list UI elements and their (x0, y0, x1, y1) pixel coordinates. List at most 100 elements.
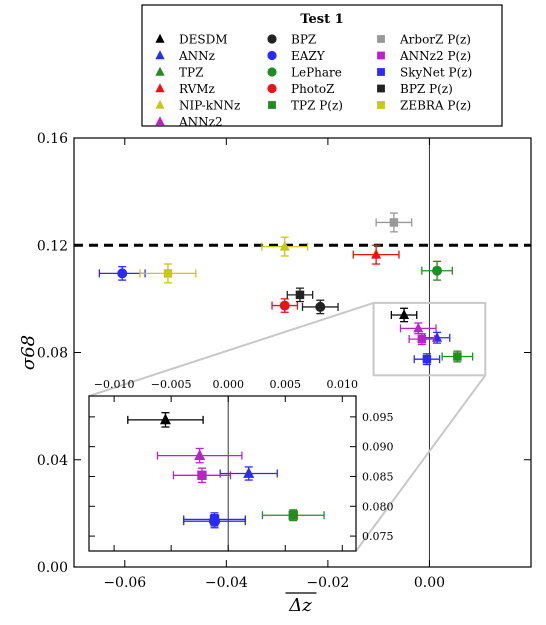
data-point (261, 236, 309, 257)
data-point (408, 333, 436, 346)
y-axis-label: σ68 (18, 335, 39, 370)
inset-x-tick-label: −0.005 (151, 378, 192, 391)
point-marker (389, 218, 399, 227)
y-tick-label: 0.00 (37, 560, 68, 576)
inset-y-tick-label: 0.085 (362, 470, 394, 483)
legend-entry-label: TPZ (179, 66, 203, 80)
point-marker (295, 290, 305, 300)
inset-x-tick-label: 0.010 (327, 378, 359, 391)
legend-marker (267, 83, 277, 94)
inset-x-tick-label: −0.010 (94, 378, 135, 391)
legend-entry-label: ANNz2 (178, 115, 223, 129)
inset-axes-frame (88, 395, 357, 552)
legend-entry-label: ANNz2 P(z) (399, 49, 471, 63)
main-plot: −0.06 −0.04 −0.02 0.00 0.00 0.04 0.08 0.12 0.16 Δ… (18, 131, 532, 616)
legend-marker (377, 35, 385, 43)
point-marker (209, 515, 221, 527)
inset-y-tick-label: 0.090 (362, 441, 394, 454)
point-marker (417, 334, 427, 344)
zoom-region-box (372, 301, 487, 377)
point-marker (194, 449, 206, 461)
point-marker (432, 332, 443, 342)
legend-marker (155, 33, 165, 43)
data-point (413, 353, 441, 366)
legend-entry-label: RVMz (179, 82, 215, 96)
legend-entry-label: PhotoZ (291, 82, 334, 96)
inset-data-point (219, 466, 278, 481)
legend-entry-label: LePhare (291, 66, 342, 80)
data-point (301, 299, 339, 315)
inset-x-tick-label: 0.000 (212, 378, 244, 391)
data-point (139, 263, 197, 284)
inset-y-tick-label: 0.075 (362, 530, 394, 543)
legend-entry-label: BPZ P(z) (400, 82, 453, 96)
legend-marker (155, 99, 165, 109)
point-marker (159, 413, 171, 425)
data-point (98, 266, 146, 281)
data-point (399, 322, 437, 335)
legend-entry-label: ArborZ P(z) (399, 33, 471, 47)
inset-data-point (261, 509, 325, 522)
legend-marker (377, 84, 385, 93)
inset-x-tick-label: 0.005 (270, 378, 302, 391)
legend-entry-label: SkyNet P(z) (400, 66, 472, 80)
x-tick-label: −0.04 (205, 575, 248, 591)
inset-y-tick-label: 0.080 (362, 500, 394, 513)
data-point (421, 260, 453, 281)
zoom-connector-line (88, 301, 374, 397)
legend-entry-label: DESDM (179, 33, 228, 47)
legend-marker (377, 51, 385, 60)
x-tick-label: −0.02 (306, 575, 349, 591)
point-marker (163, 269, 173, 278)
data-point (375, 212, 413, 233)
legend-marker (155, 66, 165, 76)
point-marker (279, 240, 290, 251)
point-marker (243, 467, 255, 478)
legend-entry-label: ZEBRA P(z) (400, 99, 471, 113)
y-tick-label: 0.04 (37, 453, 68, 469)
legend-marker (155, 50, 165, 60)
point-marker (399, 309, 410, 319)
inset-y-tick-label: 0.095 (362, 411, 394, 424)
x-axis-label: Δz (288, 595, 312, 616)
legend-marker (155, 83, 165, 93)
zoom-connector-line (355, 374, 487, 552)
legend-entry-label: EAZY (291, 49, 326, 63)
inset-data-point (156, 447, 243, 464)
legend: Test 1 DESDM ANNz TPZ RVMz NIP-kNNz ANNz2 BPZ EA… (141, 4, 503, 129)
data-point (423, 331, 451, 344)
legend-marker (377, 68, 385, 76)
data-point (390, 307, 418, 323)
inset-data-point (127, 412, 204, 428)
point-marker (279, 300, 290, 311)
legend-marker (155, 116, 165, 126)
legend-box (141, 4, 503, 127)
data-point (441, 350, 474, 363)
point-marker (117, 268, 128, 279)
data-point (286, 287, 314, 303)
inset-data-point (172, 467, 232, 484)
legend-marker (267, 34, 277, 44)
x-tick-label: 0.00 (414, 575, 445, 591)
point-marker (371, 248, 382, 259)
point-marker (288, 510, 298, 520)
legend-title: Test 1 (300, 12, 343, 27)
point-marker (432, 265, 443, 276)
point-marker (197, 470, 207, 480)
point-marker (315, 301, 326, 312)
legend-entry-label: TPZ P(z) (291, 99, 343, 113)
legend-entry-label: ANNz (178, 49, 215, 63)
inset-data-point (183, 513, 246, 529)
legend-marker (267, 67, 277, 77)
legend-marker (377, 101, 385, 109)
data-point (352, 244, 400, 265)
legend-marker (268, 101, 276, 109)
y-tick-label: 0.08 (37, 346, 68, 362)
data-point (271, 298, 299, 313)
legend-marker (267, 50, 277, 61)
point-marker (422, 354, 432, 364)
y-tick-label: 0.16 (37, 131, 68, 147)
point-marker (413, 322, 424, 333)
